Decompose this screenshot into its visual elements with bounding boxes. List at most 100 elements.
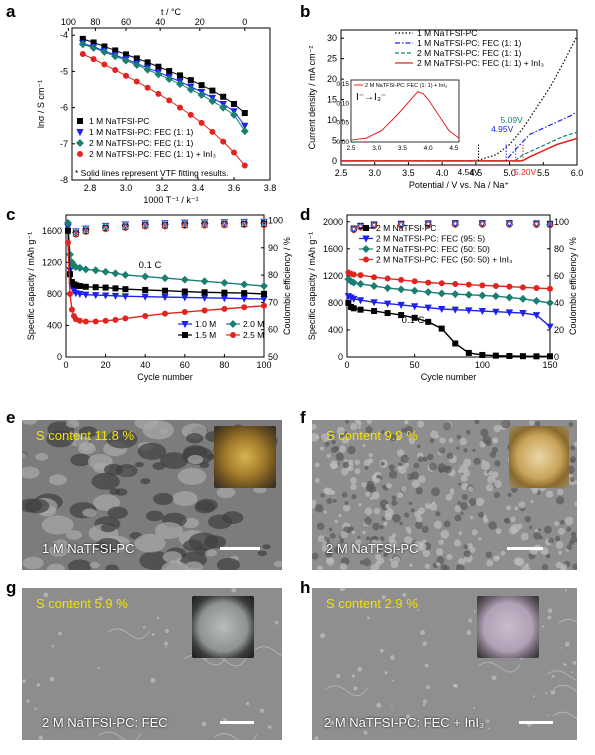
sem-feature — [364, 516, 372, 525]
data-point — [111, 52, 120, 61]
capacity-point — [452, 340, 459, 347]
sem-feature — [534, 421, 541, 427]
legend-label: 2 M NaTFSI-PC: FEC (1: 1) + InI₃ — [417, 58, 544, 68]
s-content-g: S content 5.9 % — [36, 596, 128, 611]
sem-feature — [379, 648, 384, 653]
chart-c-cycling: 0 20 40 60 80 100 0 400 800 1200 1600 50 60 70 80 90 100… — [26, 214, 292, 382]
data-point — [133, 55, 140, 62]
data-point — [209, 87, 216, 94]
data-point — [89, 43, 98, 52]
sem-feature — [413, 462, 420, 469]
data-point — [165, 75, 174, 83]
capacity-point — [506, 352, 513, 359]
capacity-point — [451, 306, 459, 314]
sem-feature — [520, 657, 523, 660]
sem-feature — [156, 616, 160, 620]
sem-feature — [468, 618, 473, 623]
sem-feature — [259, 708, 265, 713]
capacity-point — [370, 282, 379, 290]
x-tick-label: 100 — [256, 360, 271, 370]
sem-feature — [487, 475, 496, 484]
capacity-point — [92, 318, 99, 325]
sem-feature — [435, 511, 441, 517]
sem-feature — [137, 442, 167, 460]
sem-feature — [570, 445, 576, 451]
sem-feature — [165, 646, 168, 649]
s-content-h: S content 2.9 % — [326, 596, 418, 611]
sem-feature — [34, 707, 37, 711]
sem-feature — [564, 589, 567, 592]
sem-feature — [353, 686, 358, 691]
sem-feature — [159, 428, 169, 434]
sem-feature — [371, 491, 380, 500]
top-tick-label: 80 — [90, 17, 100, 27]
sem-feature — [100, 523, 116, 533]
legend-marker — [363, 256, 370, 263]
y-tick-label: 0 — [338, 352, 343, 362]
x-tick-label: 5.5 — [537, 168, 550, 178]
sem-feature — [435, 548, 444, 556]
y-tick-label: 0 — [57, 352, 62, 362]
sem-feature — [410, 508, 415, 513]
sem-feature — [389, 558, 394, 562]
sem-feature — [145, 510, 164, 522]
sem-feature — [368, 452, 373, 457]
sem-feature — [392, 533, 397, 538]
ce-point — [161, 223, 168, 230]
sem-feature — [89, 561, 100, 569]
capacity-point — [533, 353, 540, 360]
capacity-point — [411, 303, 419, 311]
capacity-point — [424, 304, 432, 312]
legend-marker — [363, 224, 370, 231]
y-tick-label: 5 — [332, 135, 337, 145]
sem-feature — [379, 525, 384, 530]
scale-bar-g — [220, 721, 254, 724]
sem-feature — [366, 616, 370, 620]
sem-feature — [447, 465, 452, 470]
sem-feature — [566, 544, 573, 551]
data-point — [144, 84, 151, 91]
capacity-point — [357, 272, 364, 279]
data-point — [100, 47, 109, 56]
y2-tick-label: 50 — [268, 352, 278, 362]
sem-feature — [542, 625, 545, 628]
capacity-point — [180, 275, 189, 284]
capacity-point — [201, 289, 208, 296]
sem-feature — [380, 461, 385, 466]
capacity-point — [64, 239, 71, 246]
sem-feature — [404, 462, 409, 468]
inset-y-tick: 0.15 — [336, 81, 349, 88]
data-point — [176, 104, 183, 111]
capacity-point — [92, 284, 99, 291]
sem-feature — [493, 424, 501, 433]
sem-feature — [454, 505, 462, 513]
capacity-point — [383, 300, 392, 308]
sem-feature — [22, 452, 27, 458]
legend-label: 1.0 M — [195, 319, 216, 329]
capacity-point — [121, 293, 130, 301]
sem-feature — [463, 448, 468, 453]
ce-point — [371, 223, 378, 230]
sem-feature — [548, 537, 554, 544]
sem-feature — [115, 488, 128, 496]
x-axis-label: 1000 T⁻¹ / k⁻¹ — [143, 195, 198, 205]
capacity-point — [241, 290, 248, 297]
sem-feature — [461, 494, 468, 501]
sem-feature — [504, 518, 508, 522]
top-tick-label: 20 — [195, 17, 205, 27]
sem-feature — [245, 701, 250, 706]
ce-point — [452, 221, 459, 228]
sem-feature — [486, 483, 494, 492]
sem-feature — [454, 514, 462, 522]
capacity-point — [411, 278, 418, 285]
sem-feature — [481, 461, 491, 471]
sem-feature — [107, 506, 128, 519]
data-point — [90, 56, 97, 63]
sem-feature — [231, 588, 237, 593]
sem-feature — [449, 490, 455, 496]
sem-feature — [385, 503, 390, 509]
capacity-point — [112, 316, 119, 323]
capacity-point — [438, 325, 445, 332]
sem-feature — [363, 730, 368, 735]
onset-label: 5.09V — [501, 115, 524, 125]
